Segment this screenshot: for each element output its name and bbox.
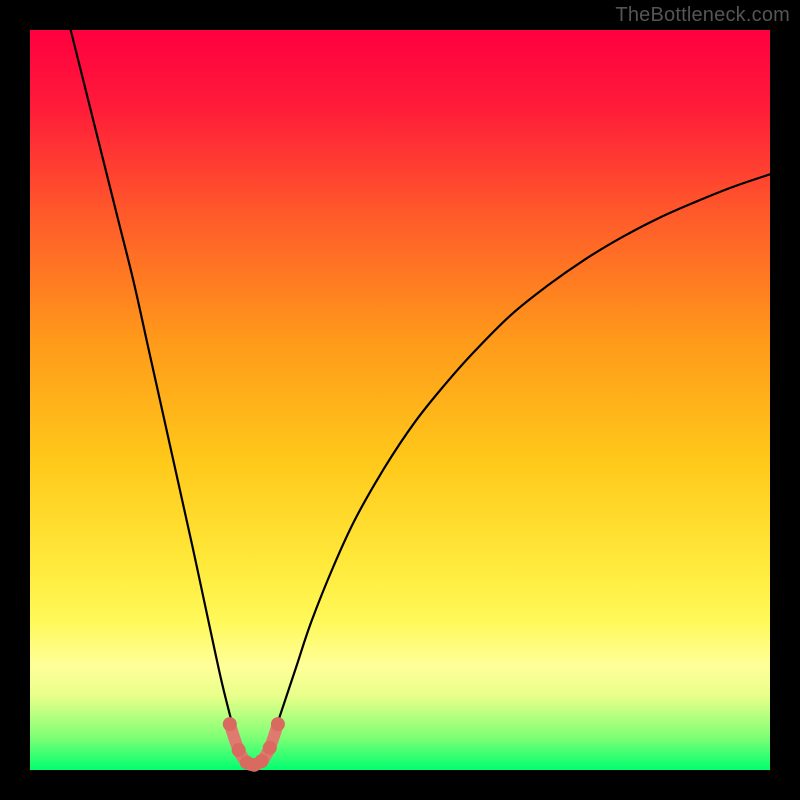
dip-dot [232,743,246,757]
dip-dot [255,754,269,768]
gradient-plot-area [30,30,770,770]
dip-dot [223,717,237,731]
chart-container: TheBottleneck.com [0,0,800,800]
chart-svg [0,0,800,800]
dip-dot [263,741,277,755]
dip-dot [271,717,285,731]
watermark-text: TheBottleneck.com [615,4,790,27]
